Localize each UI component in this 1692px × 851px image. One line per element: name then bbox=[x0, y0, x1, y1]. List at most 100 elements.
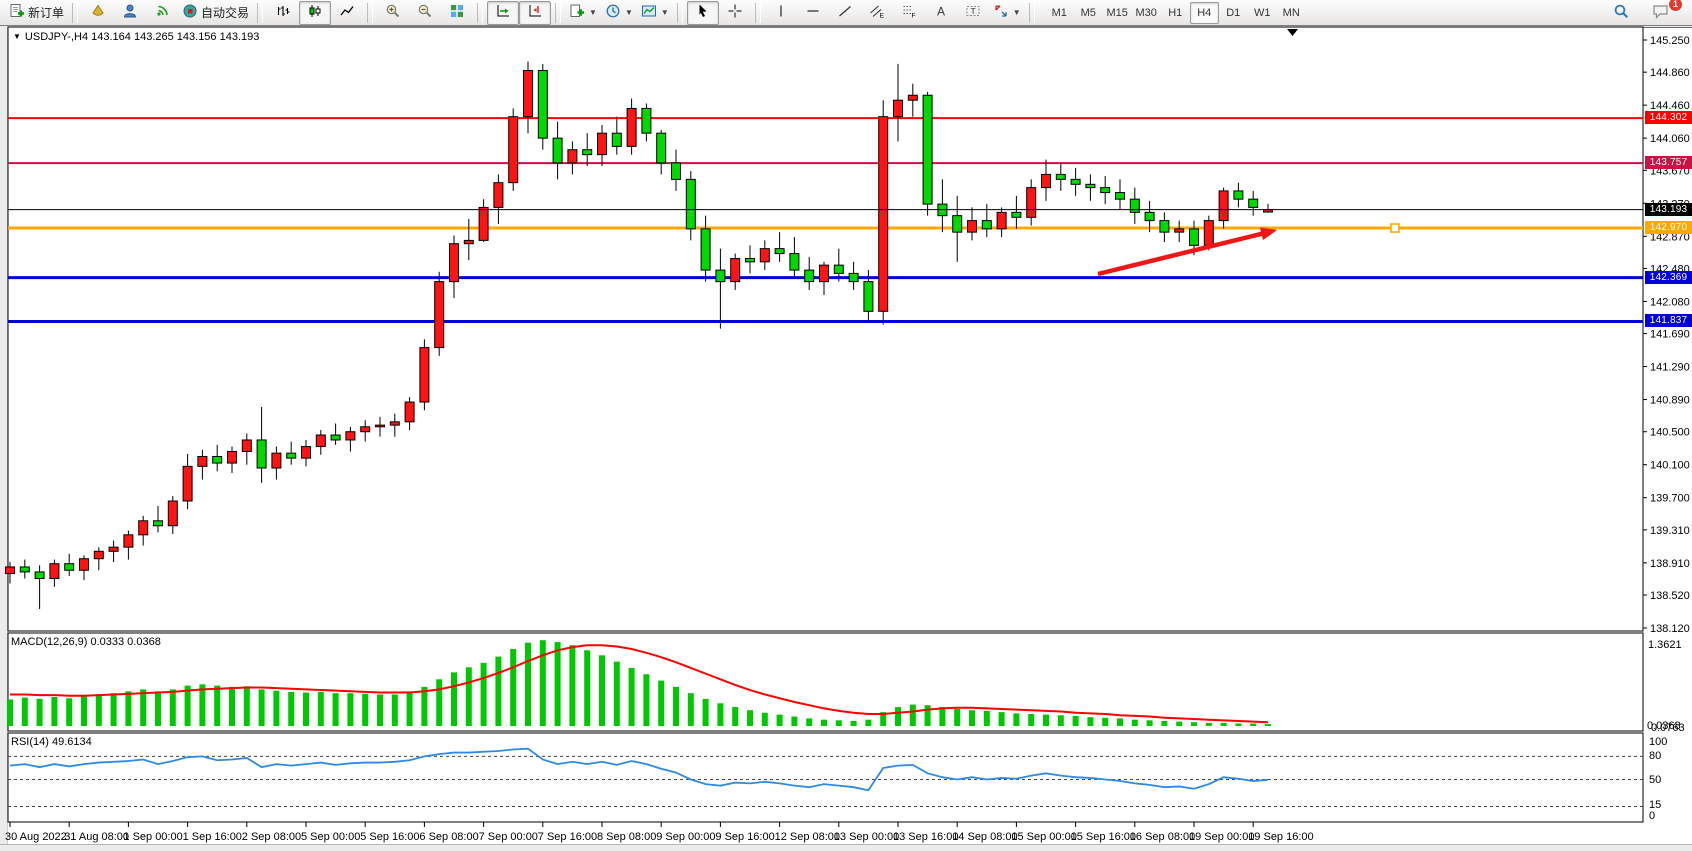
chevron-down-icon: ▼ bbox=[660, 8, 669, 17]
chart-shift-marker[interactable] bbox=[1287, 29, 1298, 36]
line-chart-button[interactable] bbox=[331, 1, 363, 25]
periods-button[interactable]: ▼ bbox=[601, 1, 637, 25]
signals-icon bbox=[154, 3, 170, 22]
time-tick-label[interactable]: 14 Sep 08:00 bbox=[952, 831, 1017, 843]
time-tick-label[interactable]: 15 Sep 00:00 bbox=[1011, 831, 1076, 843]
time-tick-label[interactable]: 7 Sep 16:00 bbox=[538, 831, 597, 843]
signals-button[interactable] bbox=[146, 1, 178, 25]
svg-text:T: T bbox=[970, 6, 975, 16]
symbol-info-bar[interactable]: ▼ USDJPY-,H4 143.164 143.265 143.156 143.… bbox=[13, 31, 259, 43]
candle-body bbox=[478, 206, 489, 241]
macd-bar bbox=[273, 690, 280, 726]
trend-arrow-head[interactable] bbox=[1259, 227, 1277, 241]
zoom-out-button[interactable] bbox=[409, 1, 441, 25]
time-tick-label[interactable]: 8 Sep 08:00 bbox=[597, 831, 656, 843]
candle-body bbox=[922, 94, 933, 205]
zoom-out-icon bbox=[417, 3, 433, 22]
price-label-143.757: 143.757 bbox=[1645, 156, 1692, 170]
time-tick-label[interactable]: 13 Sep 16:00 bbox=[893, 831, 958, 843]
zoom-in-button[interactable] bbox=[377, 1, 409, 25]
time-tick-label[interactable]: 31 Aug 08:00 bbox=[64, 831, 129, 843]
time-tick-label[interactable]: 5 Sep 00:00 bbox=[301, 831, 360, 843]
macd-bar bbox=[66, 698, 73, 726]
auto-scroll-button[interactable] bbox=[487, 0, 520, 25]
search-button[interactable] bbox=[1605, 1, 1637, 25]
time-tick-label[interactable]: 12 Sep 08:00 bbox=[775, 831, 840, 843]
new-order-button[interactable]: 新订单 bbox=[5, 1, 68, 25]
candle-body bbox=[1159, 220, 1170, 233]
horizontal-line-icon bbox=[805, 3, 821, 22]
timeframe-m5[interactable]: M5 bbox=[1080, 6, 1096, 19]
auto-trading-button[interactable]: 自动交易 bbox=[178, 1, 253, 25]
timeframe-mn[interactable]: MN bbox=[1282, 6, 1300, 19]
time-tick-label[interactable]: 5 Sep 16:00 bbox=[360, 831, 419, 843]
chat-button[interactable]: 1 bbox=[1645, 0, 1683, 25]
price-tick-label: 138.520 bbox=[1650, 590, 1690, 602]
candlestick-chart-button[interactable] bbox=[299, 0, 332, 25]
horizontal-line-button[interactable] bbox=[797, 1, 829, 25]
rsi-panel[interactable] bbox=[7, 732, 1644, 823]
macd-panel[interactable] bbox=[7, 632, 1644, 732]
time-tick-label[interactable]: 1 Sep 00:00 bbox=[123, 831, 182, 843]
candle-body bbox=[19, 566, 30, 573]
text-button[interactable]: A bbox=[925, 1, 957, 25]
tile-windows-button[interactable] bbox=[441, 1, 473, 25]
candle-body bbox=[641, 107, 652, 134]
time-tick-label[interactable]: 6 Sep 08:00 bbox=[419, 831, 478, 843]
fibonacci-button[interactable]: F bbox=[893, 1, 925, 25]
timeframe-m1[interactable]: M1 bbox=[1051, 6, 1067, 19]
macd-bar bbox=[1028, 714, 1035, 726]
candle-body bbox=[197, 455, 208, 467]
macd-bar bbox=[1220, 722, 1227, 726]
styles-button[interactable] bbox=[82, 1, 114, 25]
bar-chart-button[interactable] bbox=[267, 1, 299, 25]
time-tick-label[interactable]: 19 Sep 00:00 bbox=[1189, 831, 1254, 843]
timeframe-h4[interactable]: H4 bbox=[1189, 1, 1219, 24]
timeframe-m15[interactable]: M15 bbox=[1106, 6, 1128, 19]
time-tick-label[interactable]: 15 Sep 16:00 bbox=[1071, 831, 1136, 843]
indicators-button[interactable]: ▼ bbox=[565, 1, 601, 25]
arrows-button[interactable]: ▼ bbox=[989, 1, 1025, 25]
crosshair-button[interactable] bbox=[719, 1, 751, 25]
time-tick-label[interactable]: 13 Sep 00:00 bbox=[834, 831, 899, 843]
trendline-button[interactable] bbox=[829, 1, 861, 25]
timeframe-d1[interactable]: D1 bbox=[1226, 6, 1241, 19]
time-tick-label[interactable]: 16 Sep 08:00 bbox=[1130, 831, 1195, 843]
templates-button[interactable]: ▼ bbox=[637, 1, 673, 25]
time-tick-label[interactable]: 9 Sep 16:00 bbox=[715, 831, 774, 843]
timeframe-h1[interactable]: H1 bbox=[1168, 6, 1183, 19]
timeframe-w1[interactable]: W1 bbox=[1253, 6, 1271, 19]
candle-body bbox=[49, 563, 60, 580]
cursor-button[interactable] bbox=[686, 0, 719, 25]
arrows-icon bbox=[993, 3, 1009, 22]
time-tick-label[interactable]: 19 Sep 16:00 bbox=[1248, 831, 1313, 843]
candle-body bbox=[1085, 183, 1096, 189]
crosshair-icon bbox=[727, 3, 743, 22]
vertical-line-button[interactable] bbox=[765, 1, 797, 25]
macd-bar bbox=[643, 674, 650, 726]
trend-arrow-shaft[interactable] bbox=[1097, 230, 1268, 277]
chevron-down-icon: ▼ bbox=[589, 8, 597, 17]
time-tick-label[interactable]: 1 Sep 16:00 bbox=[183, 831, 242, 843]
candle-body bbox=[360, 426, 371, 433]
chart-shift-button[interactable] bbox=[519, 0, 552, 25]
timeframe-m30[interactable]: M30 bbox=[1135, 6, 1157, 19]
macd-bar bbox=[1131, 719, 1138, 726]
hline-drag-handle[interactable] bbox=[1390, 223, 1400, 233]
equidistant-channel-button[interactable]: E bbox=[861, 1, 893, 25]
time-tick-label[interactable]: 7 Sep 00:00 bbox=[479, 831, 538, 843]
time-tick-label[interactable]: 30 Aug 2022 bbox=[5, 831, 67, 843]
new-order-icon bbox=[9, 3, 25, 22]
price-tick-label: 138.910 bbox=[1650, 558, 1690, 570]
text-label-button[interactable]: T bbox=[957, 1, 989, 25]
time-tick-label[interactable]: 9 Sep 00:00 bbox=[656, 831, 715, 843]
time-tick-label[interactable]: 2 Sep 08:00 bbox=[242, 831, 301, 843]
vertical-line-icon bbox=[773, 3, 789, 22]
macd-bar bbox=[1057, 715, 1064, 726]
market-button[interactable] bbox=[114, 1, 146, 25]
main-panel[interactable] bbox=[7, 26, 1644, 632]
candle-body bbox=[833, 264, 844, 274]
candle-body bbox=[567, 149, 578, 164]
candle-body bbox=[774, 248, 785, 255]
